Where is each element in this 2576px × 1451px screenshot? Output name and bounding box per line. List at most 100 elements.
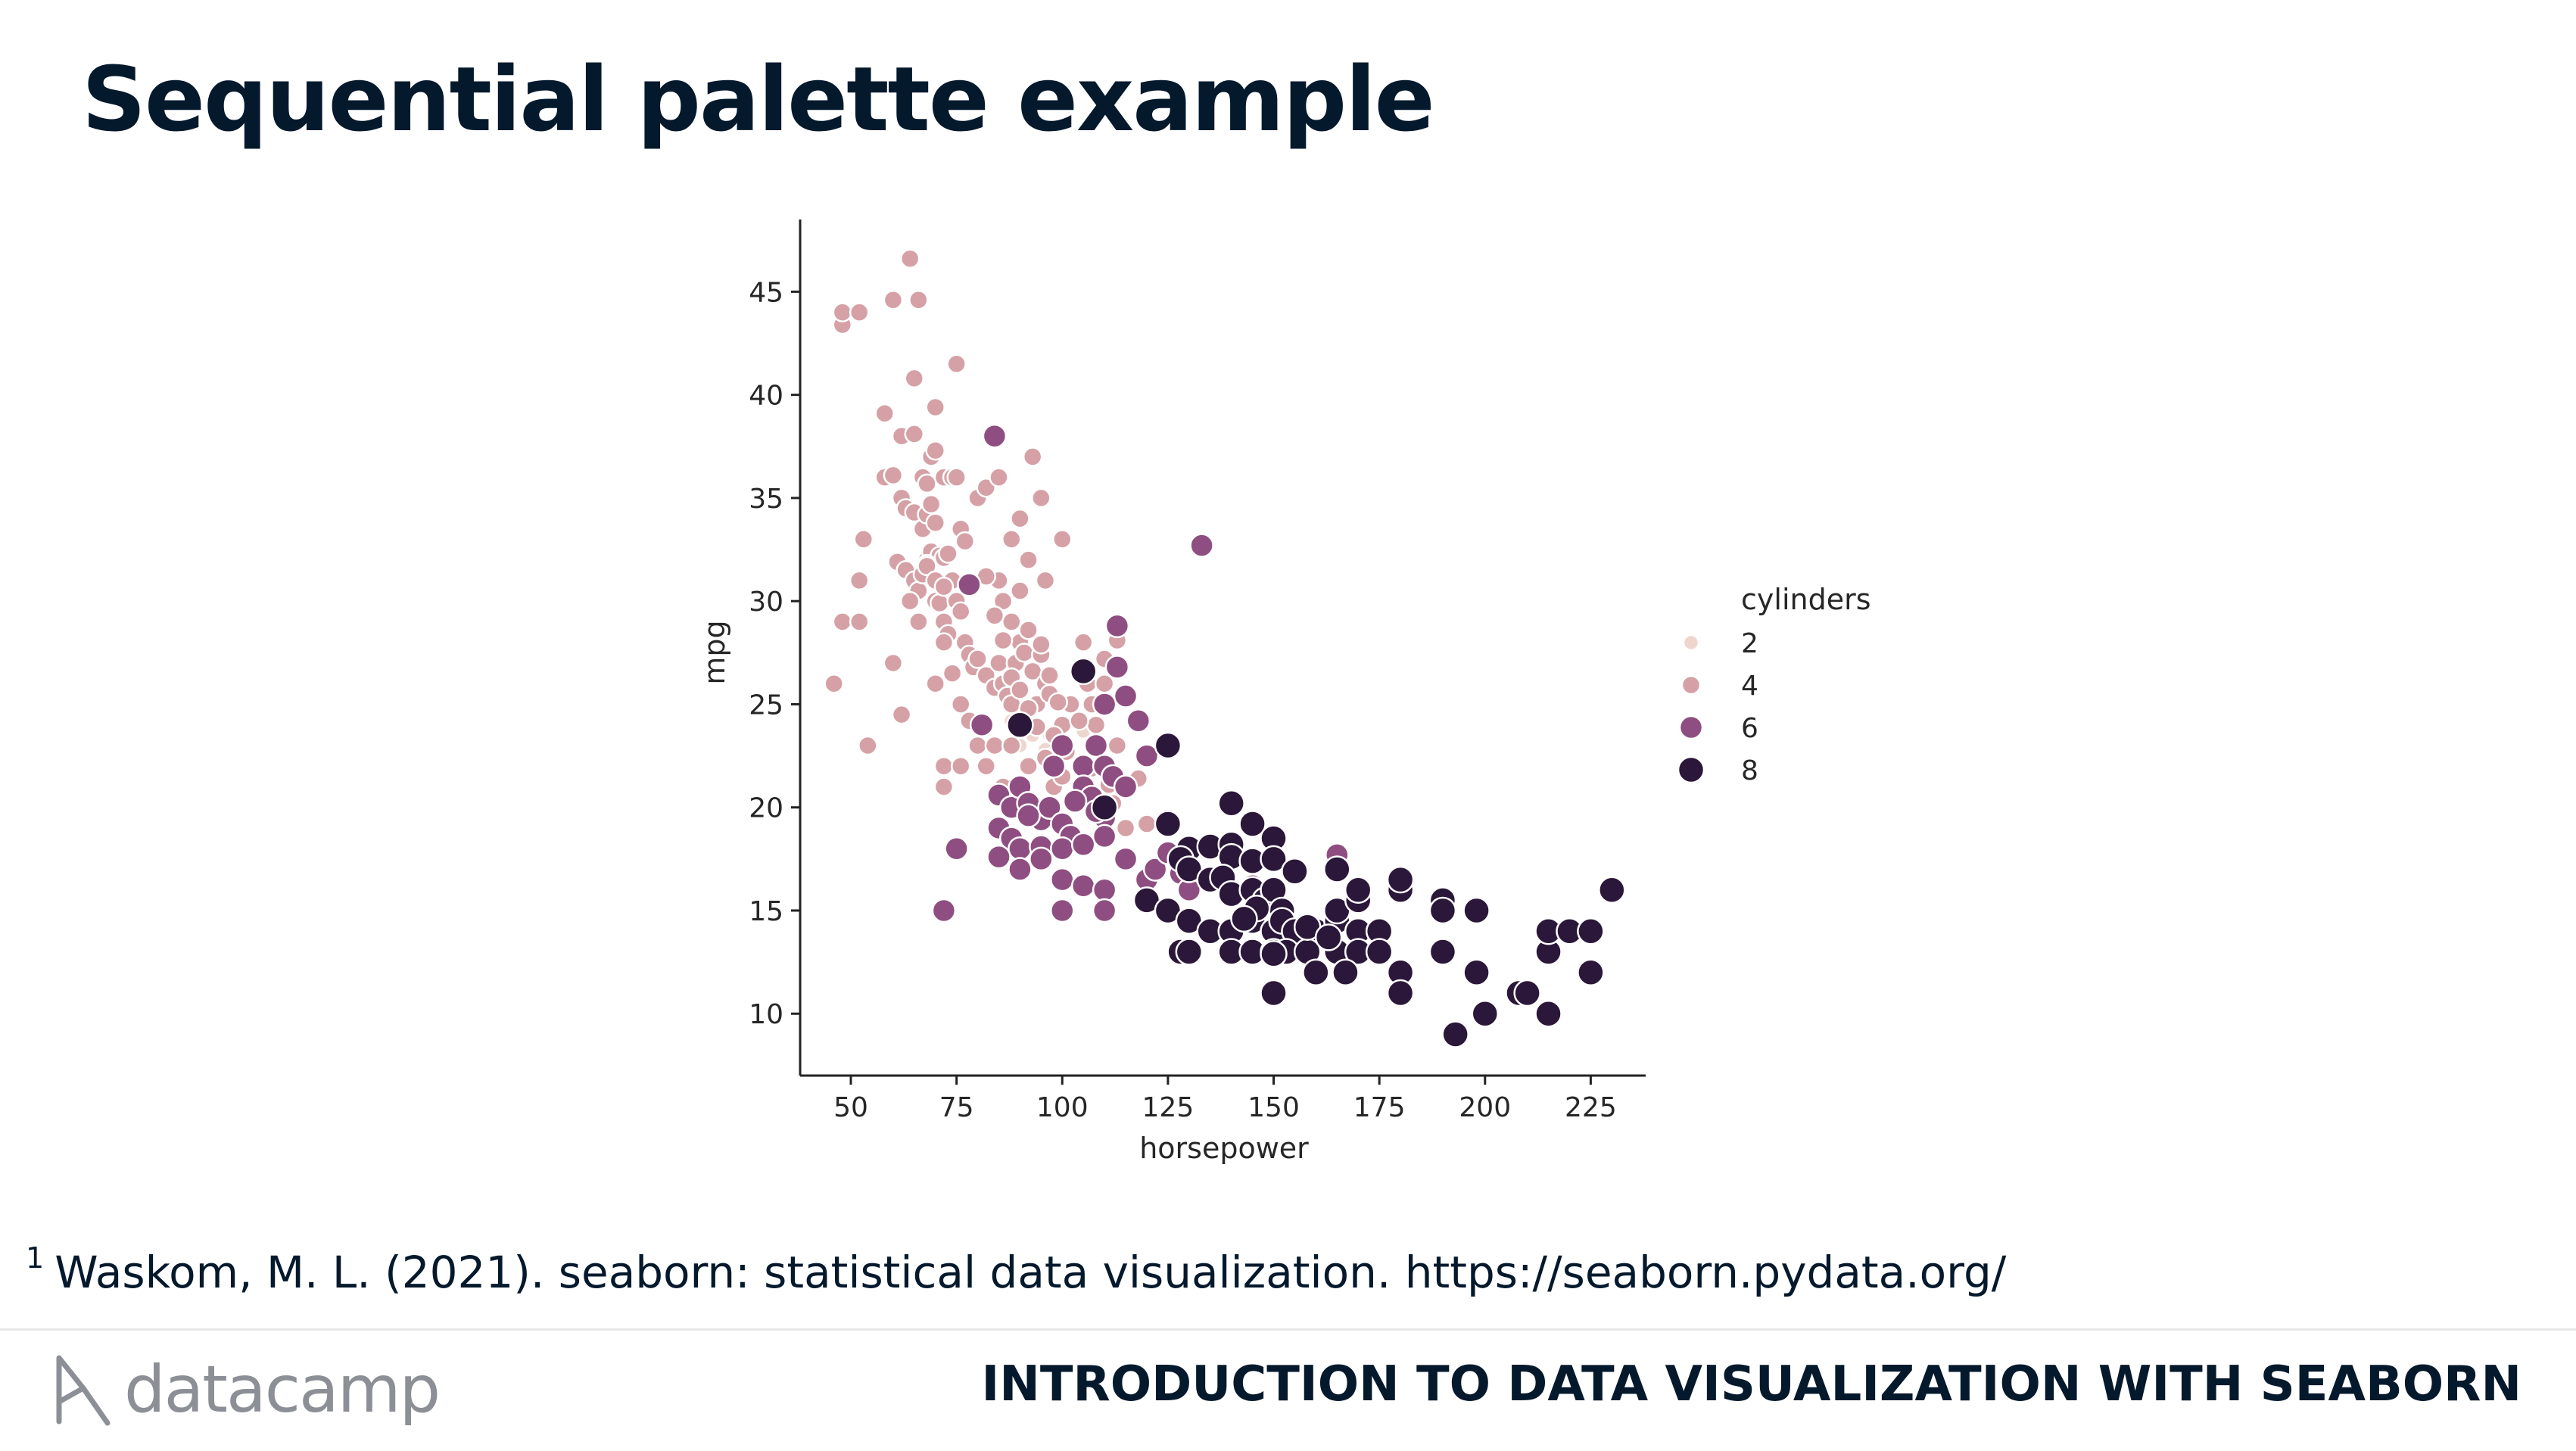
x-tick-label: 225 (1565, 1092, 1617, 1123)
point-cyl-4 (1115, 817, 1136, 839)
datacamp-logo: datacamp (53, 1352, 441, 1428)
point-cyl-8 (1323, 855, 1351, 883)
point-cyl-6 (1126, 708, 1151, 733)
point-cyl-4 (933, 755, 955, 777)
point-cyl-4 (989, 652, 1009, 674)
point-cyl-6 (1113, 774, 1138, 799)
point-cyl-4 (1031, 487, 1051, 509)
point-cyl-4 (1031, 634, 1051, 655)
point-cyl-4 (904, 368, 925, 389)
point-cyl-4 (925, 397, 945, 418)
y-axis-label: mpg (698, 620, 731, 684)
point-cyl-8 (1069, 657, 1098, 686)
point-cyl-6 (1029, 846, 1054, 872)
point-cyl-6 (1092, 692, 1117, 717)
point-cyl-8 (1462, 958, 1490, 986)
point-cyl-8 (1462, 896, 1490, 925)
point-cyl-6 (1092, 877, 1117, 902)
point-cyl-6 (1104, 613, 1130, 639)
y-tick-label: 35 (749, 484, 783, 515)
point-cyl-4 (1001, 529, 1022, 550)
y-tick-label: 45 (749, 277, 783, 308)
point-cyl-6 (1113, 846, 1138, 872)
point-cyl-4 (1001, 612, 1022, 632)
point-cyl-4 (899, 248, 920, 269)
point-cyl-8 (1365, 938, 1394, 966)
point-cyl-4 (832, 302, 853, 322)
point-cyl-4 (925, 440, 945, 461)
point-cyl-6 (1083, 733, 1109, 758)
point-cyl-4 (853, 529, 874, 550)
legend-title: cylinders (1741, 583, 1871, 616)
point-cyl-6 (1037, 795, 1062, 820)
slide-title: Sequential palette example (82, 47, 1435, 151)
point-cyl-4 (908, 290, 929, 310)
point-cyl-4 (950, 694, 971, 715)
point-cyl-4 (904, 424, 925, 444)
point-cyl-8 (1513, 979, 1541, 1007)
datacamp-logo-text: datacamp (124, 1352, 441, 1428)
point-cyl-4 (1069, 710, 1089, 731)
point-cyl-4 (984, 735, 1005, 756)
x-tick-label: 100 (1036, 1092, 1089, 1123)
point-cyl-8 (1332, 958, 1360, 986)
point-cyl-4 (1001, 735, 1022, 756)
course-title: INTRODUCTION TO DATA VISUALIZATION WITH … (981, 1356, 2521, 1412)
point-cyl-4 (874, 403, 895, 424)
point-cyl-6 (1113, 683, 1138, 708)
point-cyl-8 (1260, 845, 1288, 873)
point-cyl-4 (984, 606, 1005, 626)
point-cyl-4 (933, 576, 955, 597)
point-cyl-6 (1050, 898, 1075, 923)
point-cyl-6 (1041, 753, 1067, 779)
point-cyl-4 (933, 632, 955, 652)
point-cyl-4 (849, 570, 870, 591)
point-cyl-4 (925, 673, 945, 694)
point-cyl-6 (969, 712, 995, 737)
point-cyl-6 (1008, 857, 1033, 882)
point-cyl-4 (1052, 529, 1073, 550)
point-cyl-4 (891, 704, 912, 725)
point-cyl-8 (1386, 979, 1415, 1007)
point-cyl-6 (931, 898, 957, 923)
point-cyl-4 (925, 512, 945, 533)
point-cyl-8 (1428, 938, 1457, 966)
point-cyl-8 (1428, 896, 1457, 925)
point-cyl-6 (944, 836, 969, 861)
point-cyl-4 (883, 465, 904, 486)
footnote-marker: 1 (26, 1241, 45, 1275)
point-cyl-4 (976, 755, 996, 777)
point-cyl-4 (933, 777, 955, 797)
point-cyl-4 (1086, 715, 1107, 735)
point-cyl-8 (1441, 1020, 1469, 1048)
point-cyl-4 (917, 473, 937, 494)
point-cyl-4 (1018, 755, 1039, 777)
point-cyl-6 (1050, 867, 1075, 892)
datacamp-logo-icon (56, 1355, 111, 1426)
legend-marker-2 (1682, 634, 1700, 652)
y-tick-label: 10 (749, 999, 783, 1030)
point-cyl-8 (1260, 979, 1288, 1007)
point-cyl-4 (908, 612, 929, 632)
point-cyl-4 (1018, 550, 1039, 570)
point-cyl-4 (942, 663, 963, 683)
point-cyl-4 (967, 649, 988, 669)
y-tick-label: 15 (749, 896, 783, 927)
legend-label-2: 2 (1741, 628, 1758, 659)
point-cyl-6 (982, 423, 1008, 449)
point-cyl-8 (1534, 999, 1562, 1028)
point-cyl-6 (986, 844, 1011, 870)
point-cyl-4 (1018, 620, 1039, 640)
points-layer (824, 248, 1626, 1048)
point-cyl-4 (989, 467, 1009, 487)
x-tick-label: 75 (939, 1092, 974, 1123)
point-cyl-4 (946, 353, 967, 375)
legend-marker-6 (1678, 715, 1704, 740)
point-cyl-8 (1386, 865, 1415, 894)
footer-divider (0, 1328, 2576, 1331)
legend-entries: 2 4 6 8 (1677, 628, 1758, 786)
point-cyl-6 (1092, 898, 1117, 923)
point-cyl-8 (1302, 958, 1330, 986)
x-tick-label: 50 (833, 1092, 868, 1123)
